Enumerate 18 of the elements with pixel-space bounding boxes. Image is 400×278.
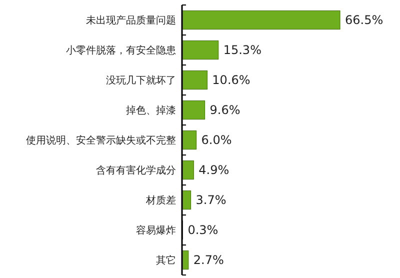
y-tick-label: 掉色、掉漆 (126, 104, 176, 116)
data-label: 9.6% (210, 103, 240, 118)
y-tick-label: 材质差 (145, 194, 176, 206)
y-tick-label: 未出现产品质量问题 (86, 14, 176, 26)
data-label: 2.7% (193, 253, 224, 268)
data-label: 15.3% (223, 43, 262, 58)
y-tick-label: 含有有害化学成分 (96, 164, 176, 176)
data-label: 10.6% (212, 73, 250, 88)
y-tick-label: 其它 (156, 254, 176, 266)
y-tick-label: 容易爆炸 (136, 224, 176, 236)
data-label: 66.5% (345, 13, 384, 28)
y-tick-label: 小零件脱落，有安全隐患 (66, 44, 176, 56)
y-tick-label: 使用说明、安全警示缺失或不完整 (26, 134, 176, 146)
y-tick-label: 没玩几下就坏了 (106, 74, 176, 86)
data-label: 3.7% (196, 193, 226, 208)
data-label: 0.3% (188, 223, 218, 238)
data-label: 4.9% (198, 163, 230, 178)
data-label: 6.0% (201, 133, 232, 148)
